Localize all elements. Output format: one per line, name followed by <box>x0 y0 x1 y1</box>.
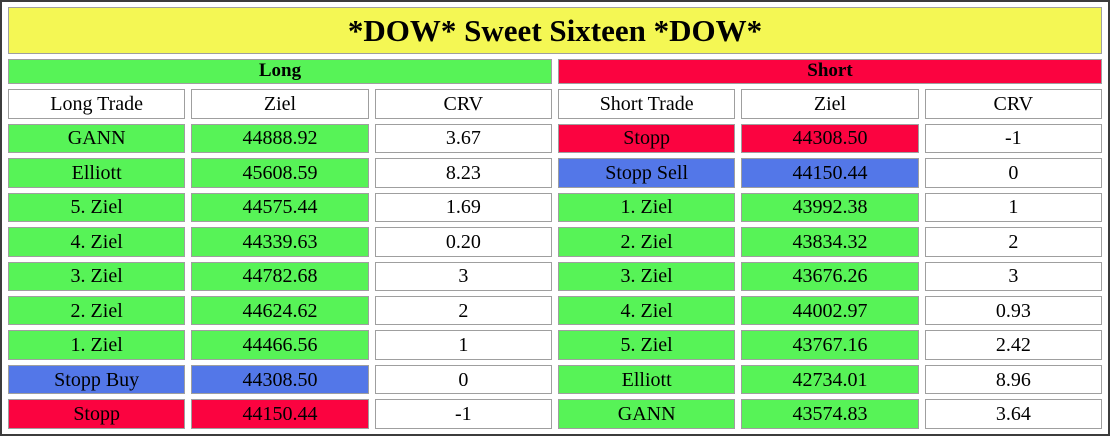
col-header-long-trade: Long Trade <box>8 89 186 119</box>
short-ziel-cell: 42734.01 <box>741 364 919 395</box>
long-trade-cell: 3. Ziel <box>8 261 186 291</box>
long-trade-cell: 1. Ziel <box>8 330 186 360</box>
long-trade-cell: 5. Ziel <box>8 192 186 223</box>
title-row: *DOW* Sweet Sixteen *DOW* <box>8 7 1102 54</box>
col-header-long-ziel: Ziel <box>191 89 369 119</box>
long-crv-cell: -1 <box>374 399 552 429</box>
short-crv-cell: 2 <box>924 227 1102 257</box>
short-crv-cell: 0 <box>924 158 1102 188</box>
section-header-row: Long Short <box>8 58 1102 85</box>
table-row: 4. Ziel 44339.63 0.20 2. Ziel 43834.32 2 <box>8 227 1102 257</box>
table-row: Stopp Buy 44308.50 0 Elliott 42734.01 8.… <box>8 364 1102 395</box>
long-trade-cell: Stopp <box>8 399 186 429</box>
short-crv-cell: 3 <box>924 261 1102 291</box>
short-crv-cell: 0.93 <box>924 295 1102 326</box>
long-trade-cell: GANN <box>8 123 186 154</box>
table-row: 2. Ziel 44624.62 2 4. Ziel 44002.97 0.93 <box>8 295 1102 326</box>
short-ziel-cell: 44002.97 <box>741 295 919 326</box>
col-header-short-ziel: Ziel <box>741 89 919 119</box>
short-crv-cell: 2.42 <box>924 330 1102 360</box>
long-ziel-cell: 44888.92 <box>191 123 369 154</box>
long-crv-cell: 3 <box>374 261 552 291</box>
long-crv-cell: 3.67 <box>374 123 552 154</box>
long-section-header: Long <box>8 58 552 85</box>
table-row: 1. Ziel 44466.56 1 5. Ziel 43767.16 2.42 <box>8 330 1102 360</box>
short-trade-cell: Elliott <box>557 364 736 395</box>
short-ziel-cell: 43574.83 <box>741 399 919 429</box>
short-trade-cell: 3. Ziel <box>557 261 736 291</box>
short-crv-cell: 1 <box>924 192 1102 223</box>
long-ziel-cell: 44150.44 <box>191 399 369 429</box>
long-trade-cell: 4. Ziel <box>8 227 186 257</box>
short-trade-cell: 5. Ziel <box>557 330 736 360</box>
short-trade-cell: GANN <box>557 399 736 429</box>
short-trade-cell: Stopp Sell <box>557 158 736 188</box>
short-trade-cell: 4. Ziel <box>557 295 736 326</box>
long-crv-cell: 1.69 <box>374 192 552 223</box>
table-row: GANN 44888.92 3.67 Stopp 44308.50 -1 <box>8 123 1102 154</box>
long-trade-cell: Elliott <box>8 158 186 188</box>
col-header-long-crv: CRV <box>374 89 552 119</box>
long-ziel-cell: 44624.62 <box>191 295 369 326</box>
short-ziel-cell: 44308.50 <box>741 123 919 154</box>
short-section-header: Short <box>557 58 1102 85</box>
short-crv-cell: 8.96 <box>924 364 1102 395</box>
long-trade-cell: Stopp Buy <box>8 364 186 395</box>
short-ziel-cell: 43992.38 <box>741 192 919 223</box>
page-title: *DOW* Sweet Sixteen *DOW* <box>8 7 1102 54</box>
long-trade-cell: 2. Ziel <box>8 295 186 326</box>
short-ziel-cell: 44150.44 <box>741 158 919 188</box>
long-ziel-cell: 44466.56 <box>191 330 369 360</box>
table-row: 3. Ziel 44782.68 3 3. Ziel 43676.26 3 <box>8 261 1102 291</box>
short-trade-cell: Stopp <box>557 123 736 154</box>
column-header-row: Long Trade Ziel CRV Short Trade Ziel CRV <box>8 89 1102 119</box>
short-ziel-cell: 43676.26 <box>741 261 919 291</box>
long-ziel-cell: 44308.50 <box>191 364 369 395</box>
long-crv-cell: 0.20 <box>374 227 552 257</box>
table-row: Elliott 45608.59 8.23 Stopp Sell 44150.4… <box>8 158 1102 188</box>
long-ziel-cell: 44339.63 <box>191 227 369 257</box>
long-crv-cell: 1 <box>374 330 552 360</box>
short-trade-cell: 1. Ziel <box>557 192 736 223</box>
table-row: Stopp 44150.44 -1 GANN 43574.83 3.64 <box>8 399 1102 429</box>
short-crv-cell: 3.64 <box>924 399 1102 429</box>
short-ziel-cell: 43834.32 <box>741 227 919 257</box>
long-ziel-cell: 44782.68 <box>191 261 369 291</box>
long-ziel-cell: 45608.59 <box>191 158 369 188</box>
short-crv-cell: -1 <box>924 123 1102 154</box>
long-crv-cell: 8.23 <box>374 158 552 188</box>
short-trade-cell: 2. Ziel <box>557 227 736 257</box>
col-header-short-trade: Short Trade <box>557 89 736 119</box>
table-row: 5. Ziel 44575.44 1.69 1. Ziel 43992.38 1 <box>8 192 1102 223</box>
long-crv-cell: 0 <box>374 364 552 395</box>
col-header-short-crv: CRV <box>924 89 1102 119</box>
long-crv-cell: 2 <box>374 295 552 326</box>
long-ziel-cell: 44575.44 <box>191 192 369 223</box>
short-ziel-cell: 43767.16 <box>741 330 919 360</box>
